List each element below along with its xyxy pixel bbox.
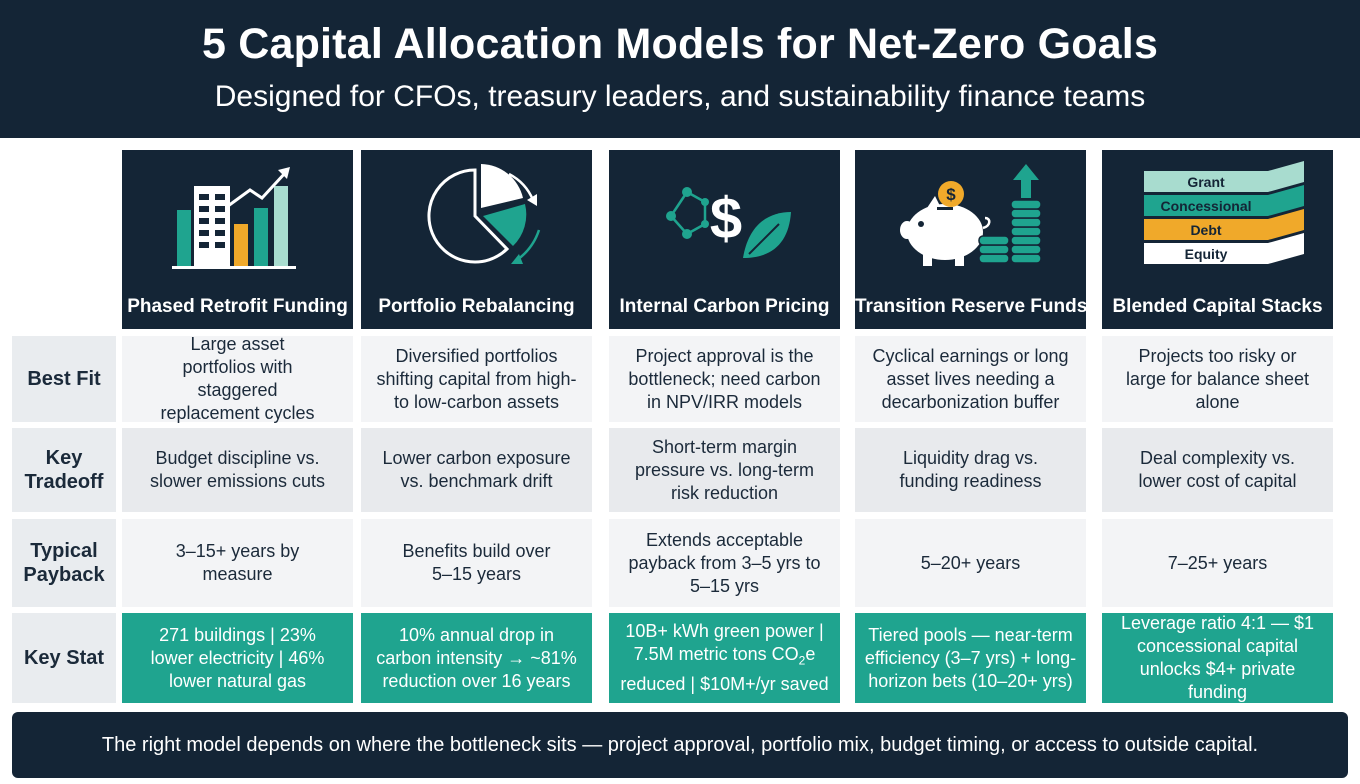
header-banner: 5 Capital Allocation Models for Net-Zero… xyxy=(0,0,1360,138)
key-stat-cell: 10B+ kWh green power | 7.5M metric tons … xyxy=(609,613,840,703)
payback-cell: 7–25+ years xyxy=(1102,519,1333,607)
payback-cell: Extends acceptable payback from 3–5 yrs … xyxy=(609,519,840,607)
model-name: Transition Reserve Funds xyxy=(855,296,1088,317)
pie-rebalance-icon xyxy=(361,150,592,282)
tradeoff-cell: Deal complexity vs. lower cost of capita… xyxy=(1102,428,1333,512)
best-fit-cell: Cyclical earnings or long asset lives ne… xyxy=(855,336,1086,422)
column-header-transition-reserve-funds: $ Transition Reserve Funds xyxy=(855,150,1088,329)
row-label-key-tradeoff: Key Tradeoff xyxy=(12,428,116,512)
payback-cell: 5–20+ years xyxy=(855,519,1086,607)
stack-layer-equity: Equity xyxy=(1184,245,1228,262)
svg-text:$: $ xyxy=(710,186,742,251)
column-header-blended-capital-stacks: Grant Concessional Debt Equity Blended C… xyxy=(1102,150,1333,329)
best-fit-cell: Large asset portfolios with staggered re… xyxy=(122,334,353,423)
column-header-phased-retrofit: Phased Retrofit Funding xyxy=(122,150,353,329)
footer-takeaway: The right model depends on where the bot… xyxy=(12,712,1348,778)
best-fit-cell: Project approval is the bottleneck; need… xyxy=(609,336,840,422)
best-fit-cell: Projects too risky or large for balance … xyxy=(1102,336,1333,422)
page-title: 5 Capital Allocation Models for Net-Zero… xyxy=(201,20,1159,68)
key-stat-line: 7.5M metric tons CO2e xyxy=(633,644,816,668)
tradeoff-cell: Short-term margin pressure vs. long-term… xyxy=(609,428,840,512)
model-name: Internal Carbon Pricing xyxy=(619,296,830,317)
payback-cell: Benefits build over 5–15 years xyxy=(361,519,592,607)
stack-layer-grant: Grant xyxy=(1187,173,1225,190)
stack-layer-debt: Debt xyxy=(1190,221,1222,238)
key-stat-cell: 271 buildings | 23% lower electricity | … xyxy=(122,613,353,703)
svg-text:$: $ xyxy=(946,185,956,204)
model-name: Portfolio Rebalancing xyxy=(378,296,575,317)
best-fit-cell: Diversified portfolios shifting capital … xyxy=(361,336,592,422)
key-stat-cell: Tiered pools — near-term efficiency (3–7… xyxy=(855,613,1086,703)
stack-layer-concessional: Concessional xyxy=(1160,197,1252,214)
key-stat-line: reduced | $10M+/yr saved xyxy=(620,673,829,694)
model-name: Phased Retrofit Funding xyxy=(127,296,348,317)
dollar-leaf-network-icon: $ xyxy=(609,150,840,282)
key-stat-cell: 10% annual drop in carbon intensity → ~8… xyxy=(361,613,592,703)
payback-cell: 3–15+ years by measure xyxy=(122,519,353,607)
tradeoff-cell: Budget discipline vs. slower emissions c… xyxy=(122,428,353,512)
key-stat-line: 10B+ kWh green power | xyxy=(625,621,824,642)
buildings-growth-icon xyxy=(122,150,353,282)
tradeoff-cell: Liquidity drag vs. funding readiness xyxy=(855,428,1086,512)
piggy-bank-coins-icon: $ xyxy=(855,150,1086,282)
row-label-key-stat: Key Stat xyxy=(12,613,116,703)
column-header-internal-carbon-pricing: $ Internal Carbon Pricing xyxy=(609,150,840,329)
capital-stack-icon: Grant Concessional Debt Equity xyxy=(1102,150,1333,282)
page-subtitle: Designed for CFOs, treasury leaders, and… xyxy=(214,80,1146,113)
key-stat-cell: Leverage ratio 4:1 — $1 concessional cap… xyxy=(1102,613,1333,703)
column-header-portfolio-rebalancing: Portfolio Rebalancing xyxy=(361,150,592,329)
model-name: Blended Capital Stacks xyxy=(1112,296,1323,317)
tradeoff-cell: Lower carbon exposure vs. benchmark drif… xyxy=(361,428,592,512)
row-label-best-fit: Best Fit xyxy=(12,336,116,422)
row-label-typical-payback: Typical Payback xyxy=(12,519,116,607)
